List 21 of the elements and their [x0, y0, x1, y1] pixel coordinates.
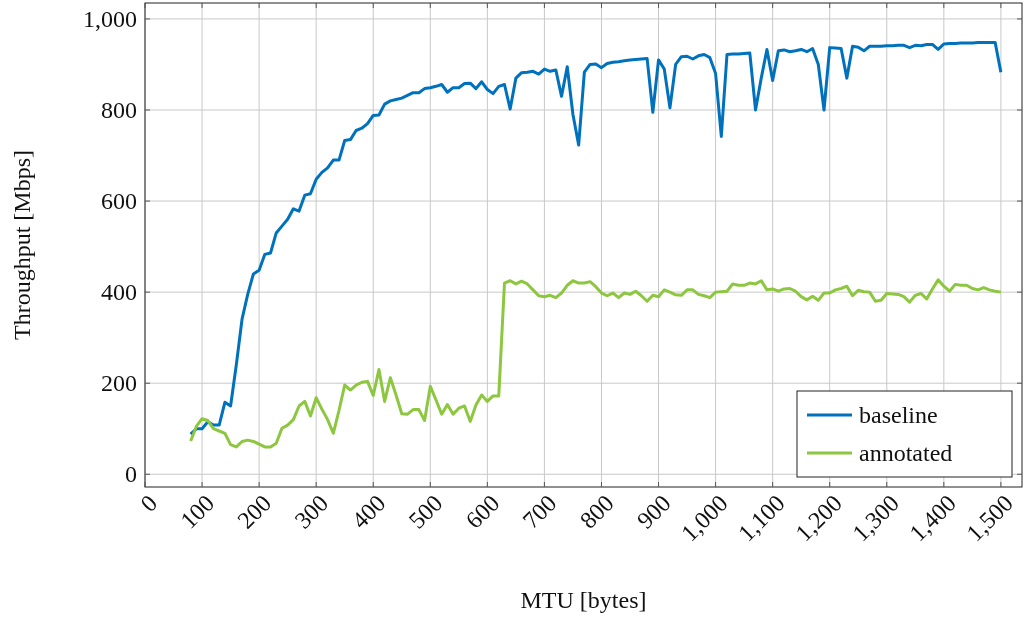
- y-tick-label: 600: [101, 188, 137, 215]
- x-tick-label: 700: [517, 489, 562, 534]
- y-tick-label: 800: [101, 97, 137, 123]
- x-tick-label: 100: [175, 489, 220, 534]
- y-tick-label: 0: [125, 461, 137, 488]
- line-series: [189, 41, 1003, 436]
- legend-label: annotated: [859, 440, 953, 466]
- x-tick-label: 800: [574, 489, 619, 534]
- x-tick-label: 900: [631, 489, 676, 534]
- x-tick-label: 600: [460, 489, 505, 534]
- y-tick-label: 400: [101, 279, 137, 306]
- x-tick-label: 0: [135, 489, 163, 517]
- x-axis-title: MTU [bytes]: [520, 587, 647, 613]
- y-tick-label: 200: [101, 370, 137, 397]
- legend-label: baseline: [859, 402, 938, 428]
- y-axis-title: Throughput [Mbps]: [9, 150, 35, 340]
- x-tick-label: 500: [403, 489, 448, 534]
- x-tick-label: 300: [289, 489, 334, 534]
- x-tick-label: 200: [232, 489, 277, 534]
- x-tick-label: 400: [346, 489, 391, 534]
- y-tick-label: 1,000: [83, 5, 137, 32]
